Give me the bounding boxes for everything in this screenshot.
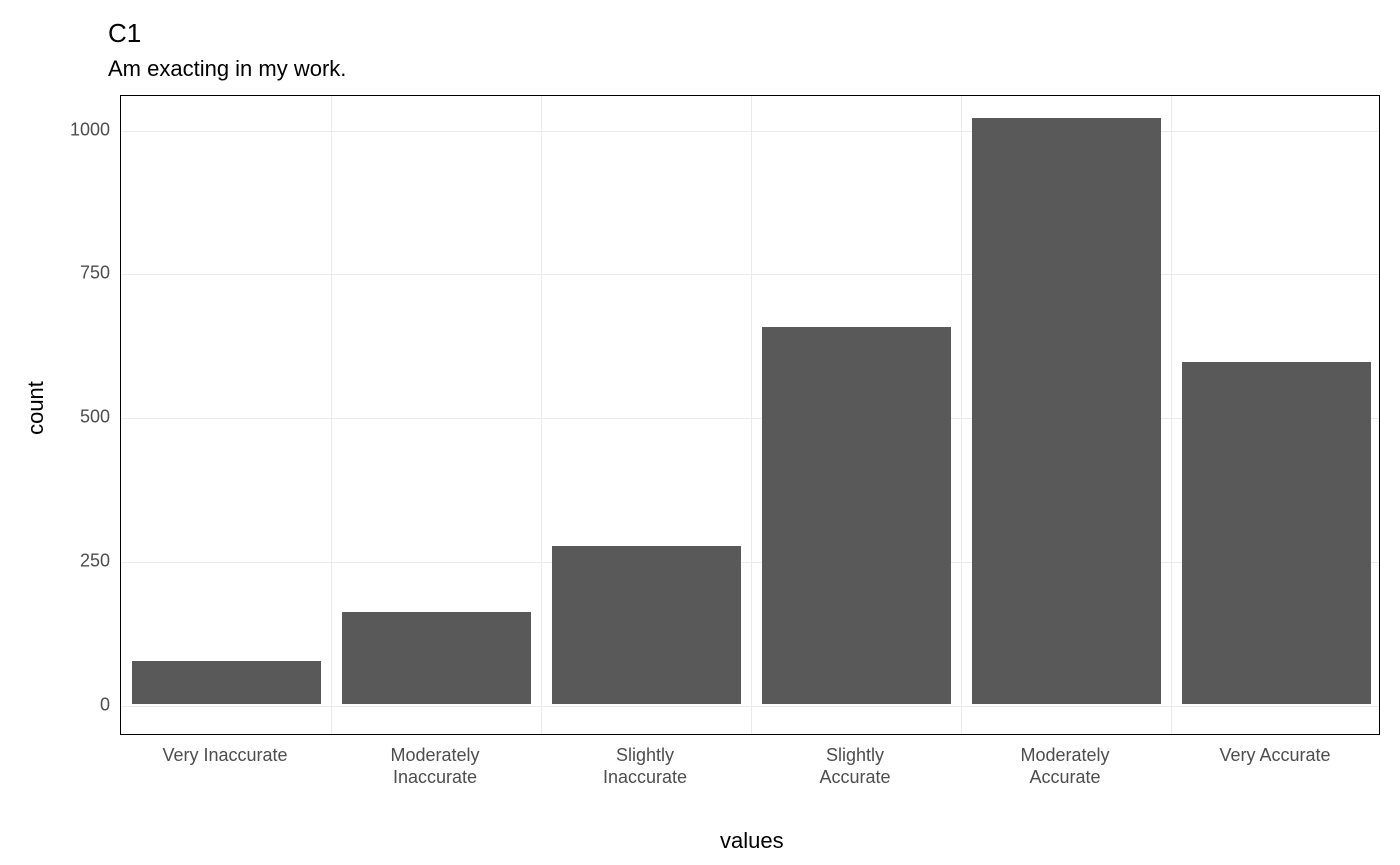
bar — [132, 661, 321, 704]
x-axis-label: values — [720, 828, 784, 854]
chart-container: C1 Am exacting in my work. 0 250 500 750 100… — [0, 0, 1400, 865]
plot-area — [120, 95, 1380, 735]
gridline-vertical — [961, 96, 962, 734]
x-tick-label: Moderately Accurate — [960, 745, 1170, 788]
bar — [972, 118, 1161, 704]
gridline-vertical — [541, 96, 542, 734]
x-tick-label: Moderately Inaccurate — [330, 745, 540, 788]
x-tick-label: Very Accurate — [1170, 745, 1380, 767]
chart-title: C1 — [108, 18, 141, 49]
chart-subtitle: Am exacting in my work. — [108, 56, 346, 82]
y-tick-label: 500 — [55, 407, 110, 428]
bar — [1182, 362, 1371, 704]
y-tick-label: 250 — [55, 551, 110, 572]
gridline-vertical — [331, 96, 332, 734]
gridline-vertical — [751, 96, 752, 734]
y-tick-label: 0 — [55, 695, 110, 716]
y-tick-label: 1000 — [55, 119, 110, 140]
x-tick-label: Slightly Inaccurate — [540, 745, 750, 788]
bar — [342, 612, 531, 704]
gridline-horizontal — [121, 274, 1379, 275]
gridline-vertical — [1171, 96, 1172, 734]
bar — [552, 546, 741, 704]
x-tick-label: Slightly Accurate — [750, 745, 960, 788]
gridline-horizontal — [121, 706, 1379, 707]
bar — [762, 327, 951, 704]
y-tick-label: 750 — [55, 263, 110, 284]
gridline-horizontal — [121, 131, 1379, 132]
y-axis-label: count — [23, 378, 49, 438]
x-tick-label: Very Inaccurate — [120, 745, 330, 767]
